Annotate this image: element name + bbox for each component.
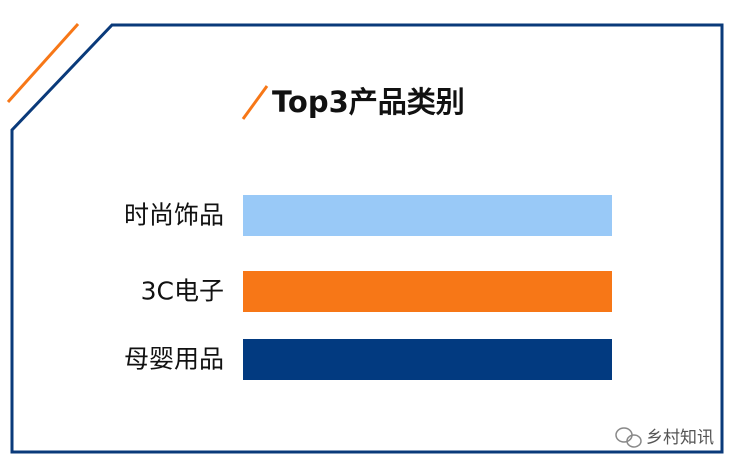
bar <box>243 195 612 236</box>
bar <box>243 271 612 312</box>
watermark-icon <box>615 427 642 448</box>
item-label: 3C电子 <box>141 277 224 306</box>
watermark: 乡村知讯 <box>646 428 714 448</box>
bar <box>243 339 612 380</box>
corner-accent <box>6 22 80 104</box>
title: Top3产品类别 <box>272 85 465 119</box>
item-label: 母婴用品 <box>124 345 224 374</box>
item-label: 时尚饰品 <box>124 201 224 230</box>
title-accent <box>241 85 269 120</box>
